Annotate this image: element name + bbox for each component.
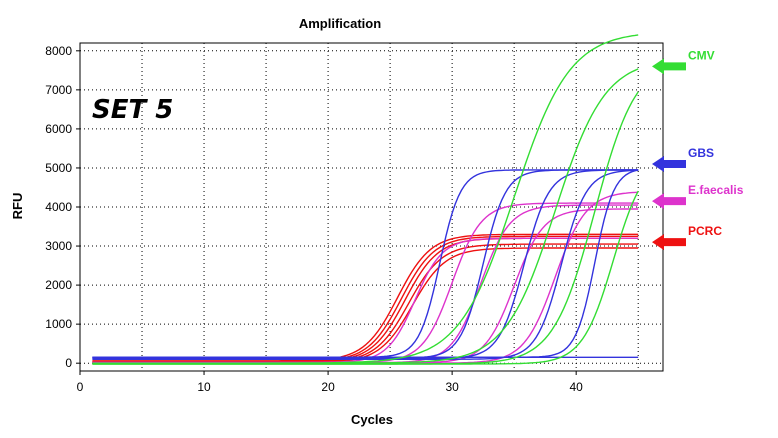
amplification-curves <box>92 34 639 365</box>
y-tick-label: 2000 <box>45 278 72 292</box>
annotation-label-pcrc: PCRC <box>688 224 722 238</box>
x-axis-ticks: 0 10 20 30 40 <box>77 371 583 394</box>
arrow-pcrc-icon <box>652 234 686 251</box>
grid-lines <box>79 43 663 371</box>
x-tick-label: 30 <box>445 380 459 394</box>
arrow-e-faecalis-icon <box>652 193 686 210</box>
y-axis-ticks: 0 1000 2000 3000 4000 5000 6000 7000 8000 <box>45 44 80 370</box>
y-tick-label: 3000 <box>45 239 72 253</box>
x-tick-label: 40 <box>569 380 583 394</box>
target-annotations: CMV GBS E.faecalis PCRC <box>652 48 744 251</box>
y-tick-label: 5000 <box>45 161 72 175</box>
curve-gbs <box>92 169 639 360</box>
arrow-cmv-icon <box>652 58 686 75</box>
curve-pcrc <box>92 233 639 362</box>
curve-cmv <box>92 34 639 364</box>
curve-pcrc <box>92 237 639 363</box>
set-label: SET 5 <box>92 95 173 125</box>
curve-cmv <box>92 190 639 365</box>
curve-cmv <box>92 68 639 364</box>
curve-gbs <box>92 169 639 360</box>
curve-gbs <box>92 169 639 358</box>
curve-pcrc <box>92 235 639 363</box>
x-tick-label: 20 <box>321 380 335 394</box>
x-tick-label: 10 <box>197 380 211 394</box>
y-axis-label: RFU <box>10 193 25 220</box>
plot-frame <box>79 42 664 372</box>
y-tick-label: 1000 <box>45 317 72 331</box>
annotation-label-gbs: GBS <box>688 146 714 160</box>
chart-title: Amplification <box>299 16 381 31</box>
x-axis-label: Cycles <box>351 412 393 427</box>
arrow-gbs-icon <box>652 156 686 173</box>
curve-gbs <box>92 169 639 358</box>
y-tick-label: 7000 <box>45 83 72 97</box>
y-tick-label: 6000 <box>45 122 72 136</box>
curve-e-faecalis <box>92 237 639 364</box>
annotation-label-e-faecalis: E.faecalis <box>688 183 744 197</box>
annotation-label-cmv: CMV <box>688 48 715 62</box>
curve-gbs <box>92 169 639 359</box>
y-tick-label: 8000 <box>45 44 72 58</box>
curve-cmv <box>92 91 639 365</box>
y-tick-label: 0 <box>65 356 72 370</box>
y-tick-label: 4000 <box>45 200 72 214</box>
x-tick-label: 0 <box>77 380 84 394</box>
